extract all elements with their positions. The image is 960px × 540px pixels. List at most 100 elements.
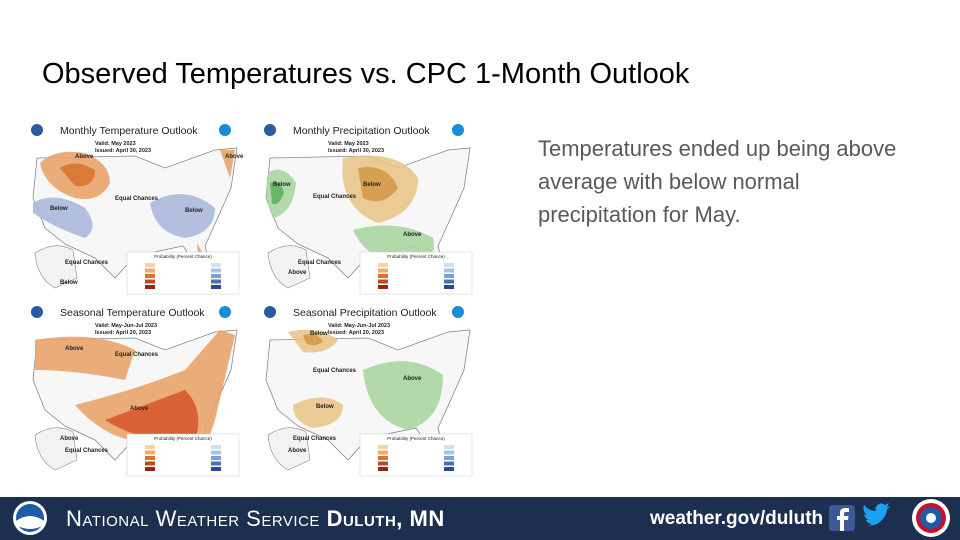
map-issued: Issued: April 30, 2023 (328, 148, 384, 154)
noaa-logo (13, 501, 47, 535)
map-title: Monthly Temperature Outlook (60, 125, 198, 137)
legend-swatch (211, 279, 221, 284)
legend-swatch (378, 456, 388, 460)
noaa-icon (31, 124, 43, 136)
probability-area (150, 194, 215, 238)
region-label: Above (65, 346, 84, 352)
probability-area (363, 361, 443, 430)
legend-swatch (211, 467, 221, 471)
probability-area (270, 181, 284, 205)
outlook-map: Monthly Precipitation Outlook Valid: May … (264, 124, 473, 295)
legend-swatch (145, 279, 155, 284)
legend-swatch (378, 268, 388, 273)
org: National Weather Service (66, 506, 320, 531)
legend-title: Probability (Percent Chance) (387, 254, 445, 259)
legend-swatch (211, 268, 221, 273)
region-label: Above (75, 154, 94, 160)
map-issued: Issued: April 30, 2023 (95, 148, 151, 154)
map-issued: Issued: April 20, 2023 (95, 330, 151, 336)
probability-area (35, 336, 135, 380)
legend-swatch (145, 285, 155, 289)
legend-swatch (378, 445, 388, 449)
map-valid: Valid: May 2023 (328, 141, 369, 147)
region-label: Equal Chances (65, 260, 109, 266)
region-label: Below (363, 182, 381, 188)
legend-title: Probability (Percent Chance) (154, 436, 212, 441)
legend-swatch (145, 450, 155, 455)
legend-swatch (145, 456, 155, 460)
probability-area (358, 167, 398, 202)
twitter-icon[interactable] (863, 503, 891, 526)
legend-swatch (444, 467, 454, 471)
legend-title: Probability (Percent Chance) (154, 254, 212, 259)
alaska (34, 427, 78, 471)
region-label: Above (403, 376, 422, 382)
alaska (267, 245, 311, 289)
legend-swatch (145, 445, 155, 449)
region-label: Equal Chances (115, 352, 159, 358)
probability-area (105, 390, 199, 441)
legend-swatch (444, 285, 454, 289)
region-label: Below (310, 331, 328, 337)
legend-swatch (444, 461, 454, 466)
noaa-icon (264, 306, 276, 318)
probability-area (33, 197, 93, 238)
legend-swatch (378, 461, 388, 466)
region-label: Equal Chances (65, 448, 109, 454)
map-valid: Valid: May-Jun-Jul 2023 (95, 323, 157, 329)
legend-swatch (211, 285, 221, 289)
slide-title: Observed Temperatures vs. CPC 1-Month Ou… (42, 58, 690, 90)
region-label: Above (130, 406, 149, 412)
website[interactable]: weather.gov/duluth (650, 508, 824, 529)
legend-swatch (378, 450, 388, 455)
body-text: Temperatures ended up being above averag… (538, 136, 897, 227)
region-label: Equal Chances (313, 368, 357, 374)
probability-area (303, 334, 323, 346)
nws-icon (219, 124, 231, 136)
map-title: Seasonal Precipitation Outlook (293, 307, 437, 319)
map-title: Seasonal Temperature Outlook (60, 307, 205, 319)
outlook-map: Seasonal Precipitation Outlook Valid: May… (264, 306, 473, 477)
region-label: Below (60, 280, 78, 286)
social-icons (829, 499, 950, 537)
legend-swatch (211, 461, 221, 466)
region-label: Equal Chances (313, 194, 357, 200)
region-label: Below (185, 208, 203, 214)
map (32, 329, 238, 471)
legend-swatch (444, 450, 454, 455)
probability-area (60, 163, 95, 187)
map-issued: Issued: April 20, 2023 (328, 330, 384, 336)
region-label: Below (273, 182, 291, 188)
alaska (267, 427, 311, 471)
region-label: Above (288, 270, 307, 276)
region-label: Above (403, 232, 422, 238)
nws-icon (452, 124, 464, 136)
region-label: Above (288, 448, 307, 454)
region-label: Below (50, 206, 68, 212)
legend-swatch (444, 268, 454, 273)
legend-title: Probability (Percent Chance) (387, 436, 445, 441)
legend-swatch (211, 274, 221, 278)
region-label: Equal Chances (115, 196, 159, 202)
region-label: Equal Chances (298, 260, 342, 266)
nws-icon (452, 306, 464, 318)
legend-swatch (444, 279, 454, 284)
footer: National Weather Service Duluth, MN weat… (0, 497, 960, 540)
noaa-icon (264, 124, 276, 136)
legend-swatch (145, 467, 155, 471)
legend-swatch (378, 467, 388, 471)
legend-swatch (145, 461, 155, 466)
legend-swatch (211, 445, 221, 449)
noaa-icon (31, 306, 43, 318)
legend-swatch (378, 263, 388, 267)
outlook-map: Monthly Temperature Outlook Valid: May 20… (31, 124, 243, 295)
map-valid: Valid: May 2023 (95, 141, 136, 147)
region-label: Below (316, 404, 334, 410)
outlook-map: Seasonal Temperature Outlook Valid: May-J… (31, 306, 240, 477)
legend-swatch (444, 263, 454, 267)
office: Duluth, MN (326, 506, 445, 531)
region-label: Equal Chances (293, 436, 337, 442)
probability-area (220, 150, 235, 178)
legend-swatch (444, 445, 454, 449)
